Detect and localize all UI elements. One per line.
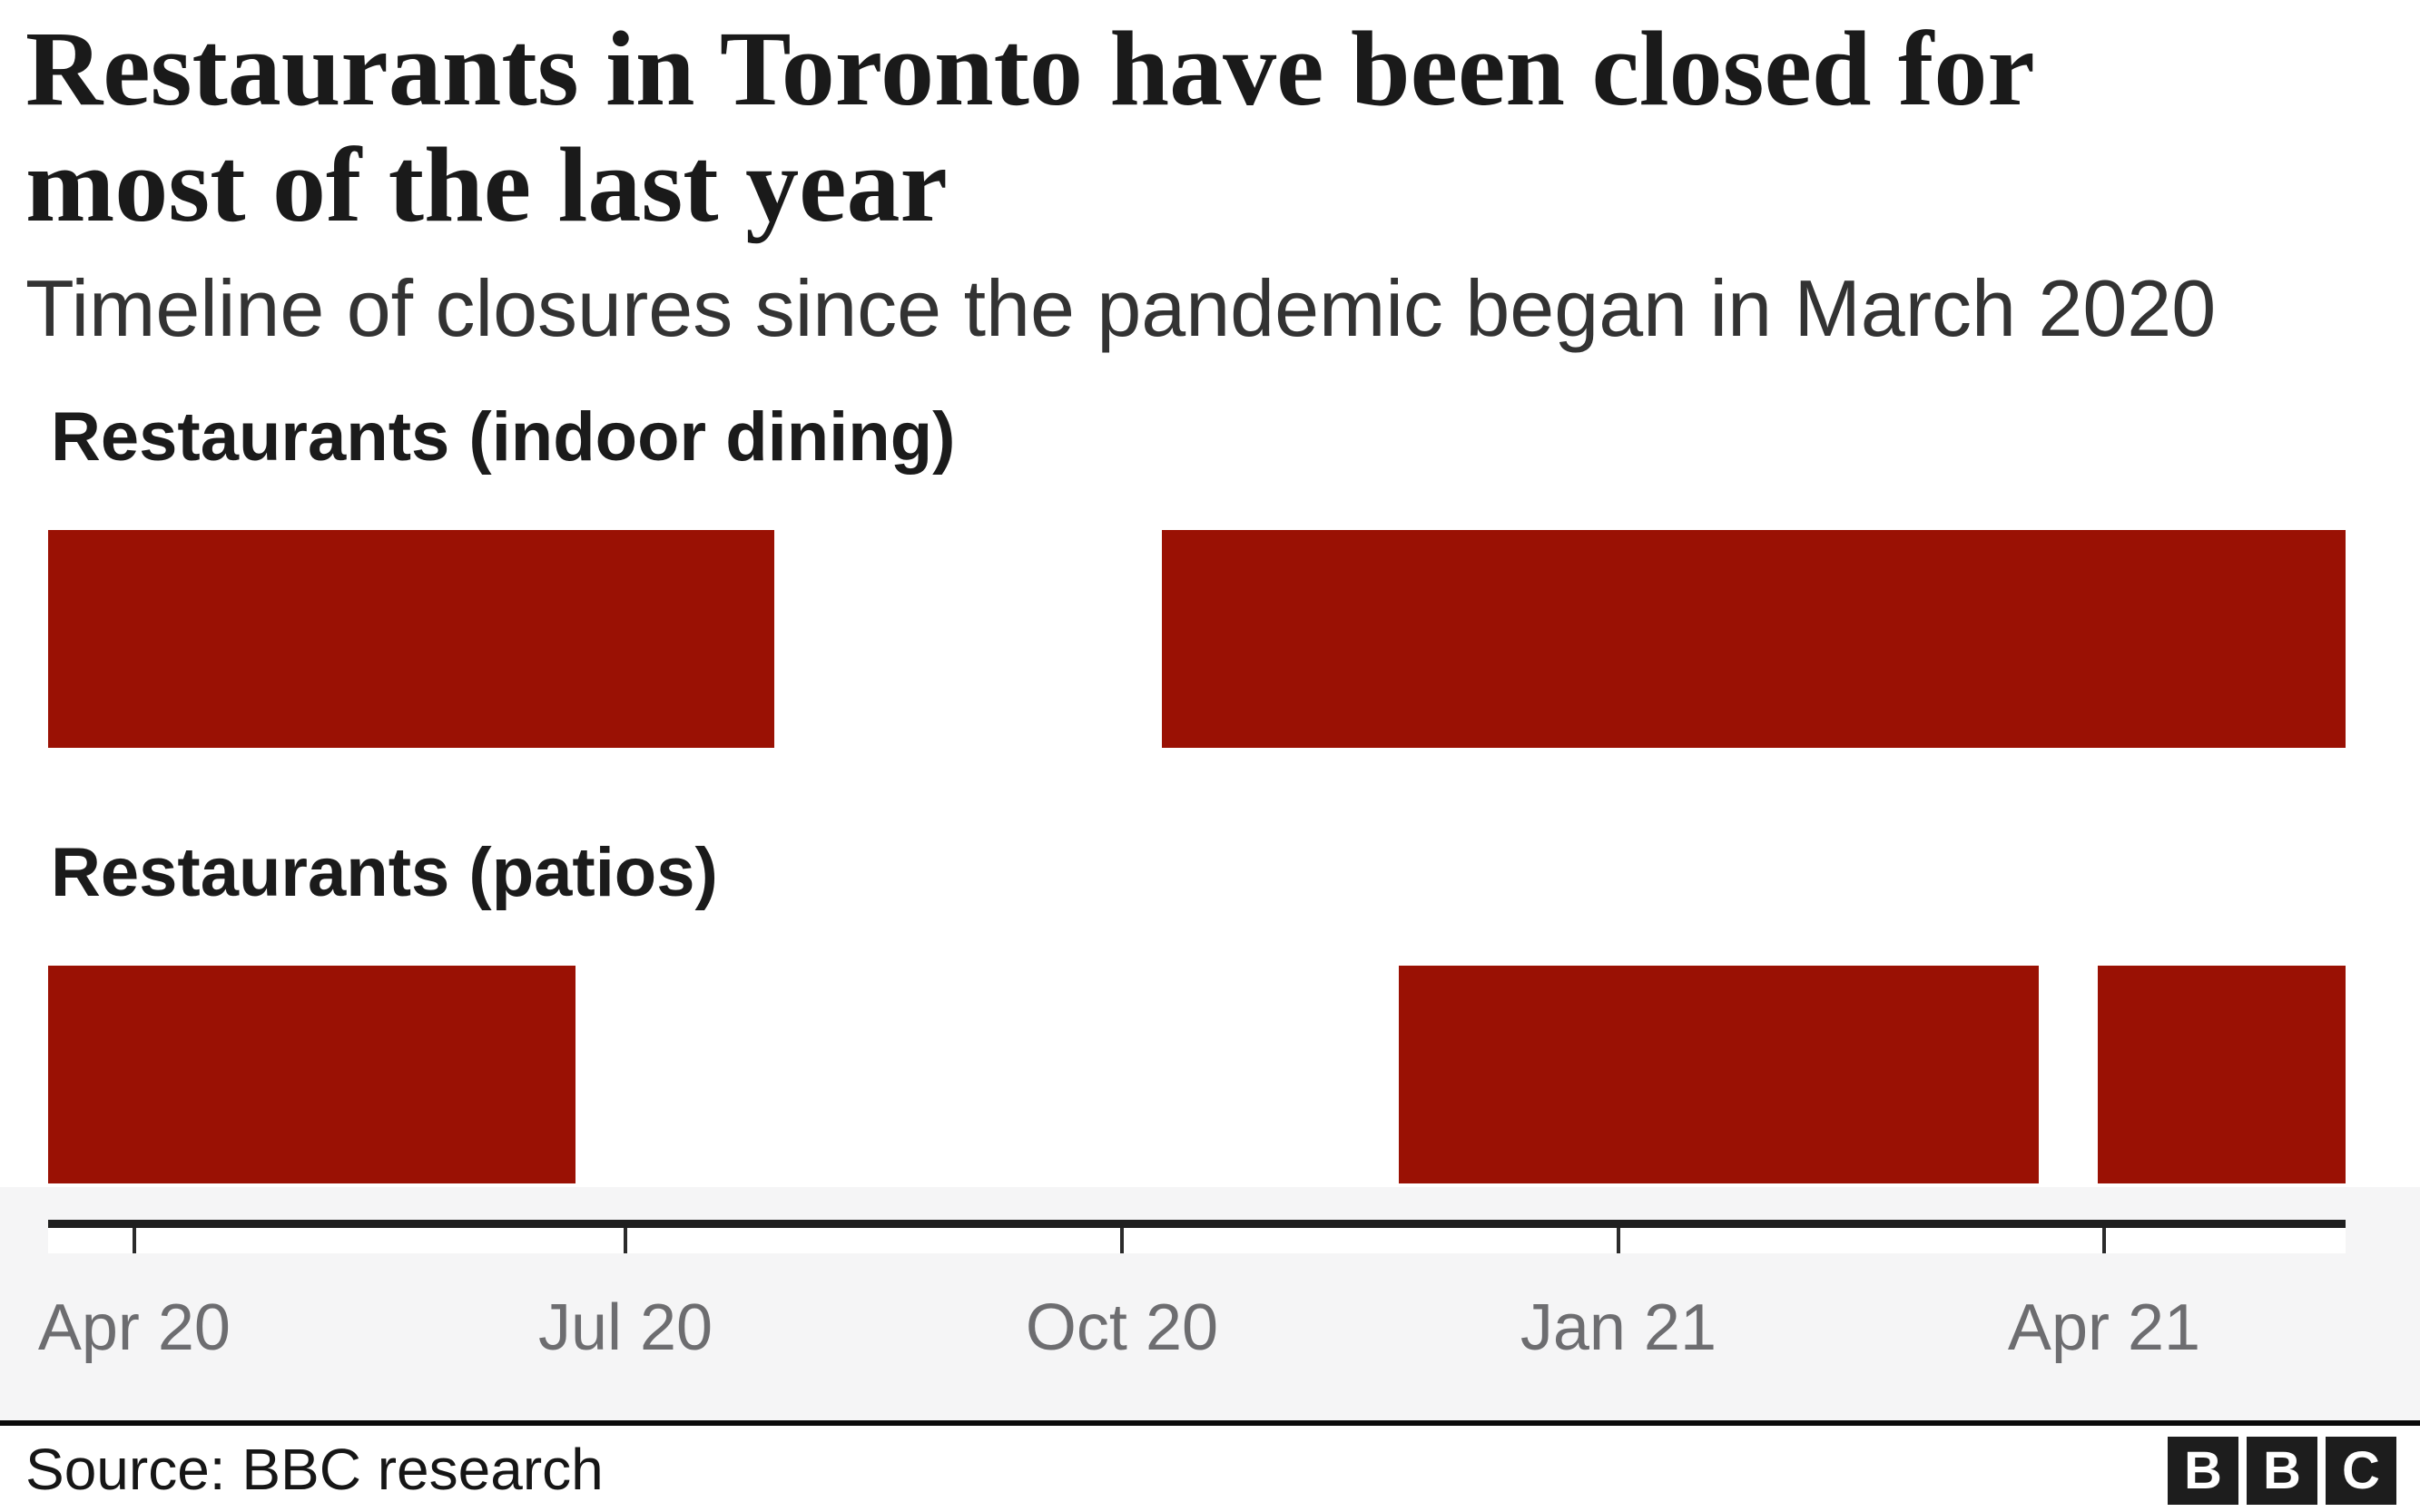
source-text: Source: BBC research (25, 1437, 604, 1502)
footer-divider (0, 1420, 2420, 1426)
axis-tick-mark (624, 1228, 628, 1253)
chart-title: Restaurants in Toronto have been closed … (25, 11, 2035, 243)
axis-tick-label: Apr 20 (37, 1291, 231, 1364)
x-axis-line (48, 1220, 2346, 1228)
closure-bar (2097, 966, 2346, 1183)
closure-bar (48, 530, 775, 748)
axis-tick-mark (1616, 1228, 1620, 1253)
axis-tick-strip (48, 1228, 2346, 1253)
bbc-logo: B B C (2168, 1437, 2396, 1505)
chart-title-line1: Restaurants in Toronto have been closed … (25, 9, 2035, 128)
axis-tick-label: Jan 21 (1520, 1291, 1717, 1364)
closure-bar (48, 966, 576, 1183)
closure-bar (1398, 966, 2040, 1183)
axis-tick-mark (2101, 1228, 2106, 1253)
axis-tick-label: Apr 21 (2007, 1291, 2201, 1364)
row-label-patios: Restaurants (patios) (51, 834, 718, 911)
axis-tick-mark (1119, 1228, 1124, 1253)
closure-bar (1162, 530, 2346, 748)
chart-title-line2: most of the last year (25, 125, 948, 244)
axis-tick-label: Jul 20 (537, 1291, 713, 1364)
chart-subtitle: Timeline of closures since the pandemic … (25, 263, 2217, 353)
bbc-logo-letter-b2: B (2247, 1437, 2317, 1505)
bbc-logo-letter-c: C (2326, 1437, 2396, 1505)
bbc-logo-letter-b1: B (2168, 1437, 2238, 1505)
row-label-indoor-dining: Restaurants (indoor dining) (51, 398, 956, 476)
axis-tick-mark (132, 1228, 136, 1253)
axis-tick-label: Oct 20 (1025, 1291, 1219, 1364)
